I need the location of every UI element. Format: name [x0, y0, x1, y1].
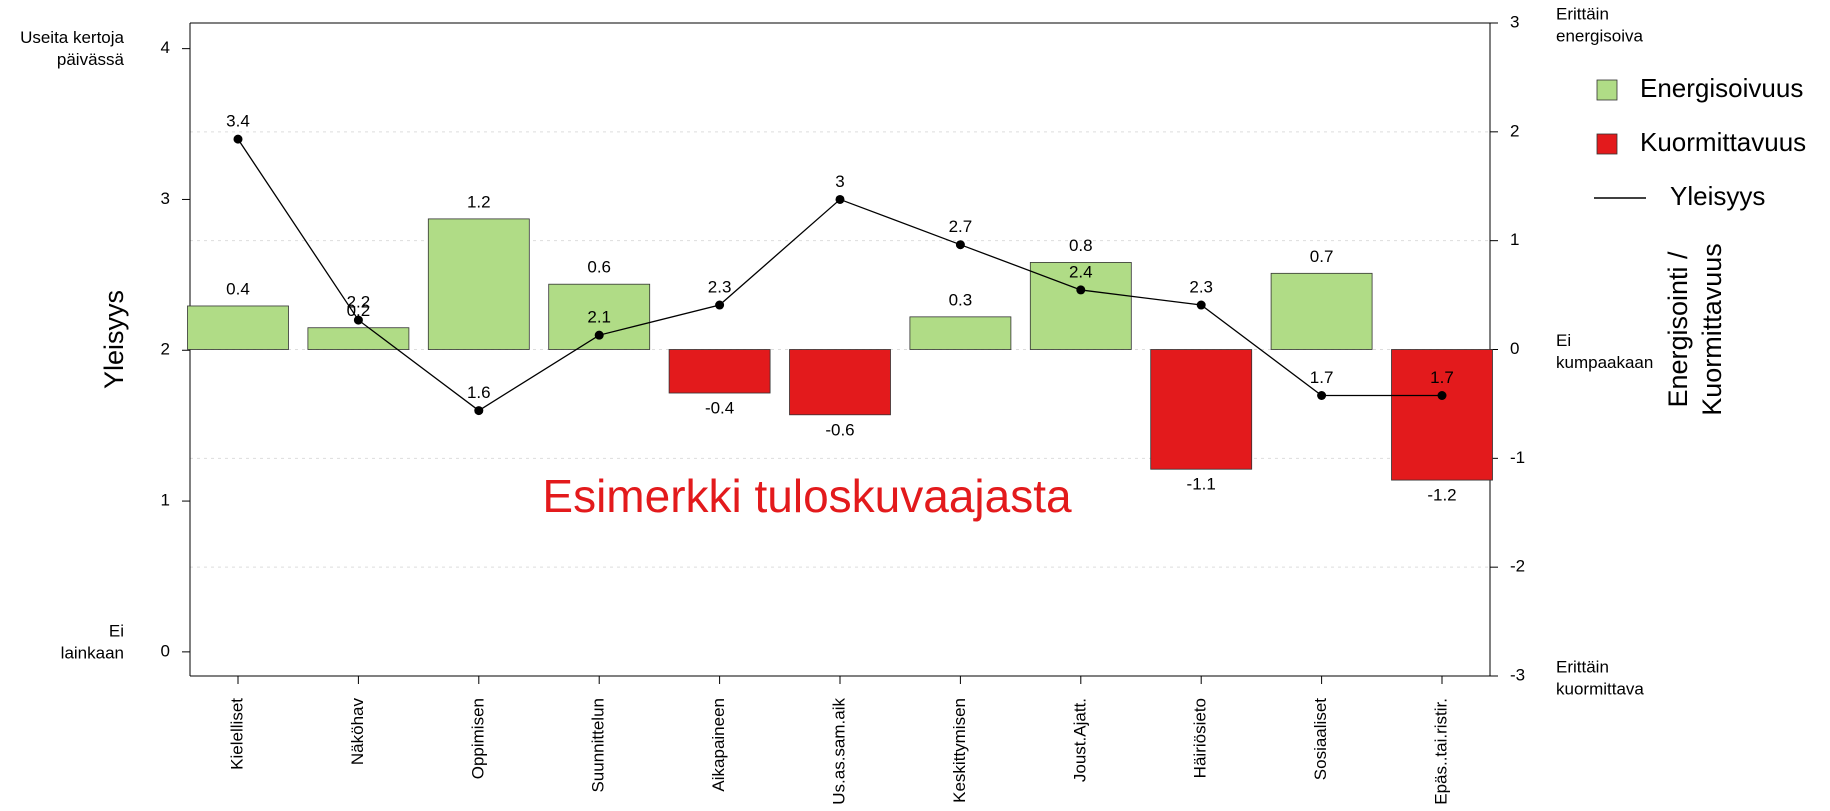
bar [1150, 349, 1253, 470]
y-label: Yleisyys [99, 290, 129, 389]
line-value-label: 3.4 [226, 112, 250, 131]
bar-value-label: -1.2 [1427, 486, 1456, 505]
x-tick-label: Kielelliset [227, 698, 246, 770]
x-tick-label: Sosiaaliset [1311, 698, 1330, 780]
y2-tick-label: 0 [1510, 339, 1519, 358]
line-value-label: 2.1 [587, 308, 611, 327]
x-tick-label: Joust.Ajatt. [1070, 698, 1089, 782]
legend-label: Yleisyys [1670, 181, 1765, 211]
line-point [1196, 300, 1206, 310]
y2-annotation: Erittäin [1556, 4, 1609, 23]
line-value-label: 2.3 [708, 277, 732, 296]
bar-value-label: 0.7 [1310, 247, 1334, 266]
line-value-label: 2.3 [1189, 277, 1213, 296]
line-point [715, 300, 725, 310]
y-tick-label: 4 [161, 38, 170, 57]
y2-tick-label: 1 [1510, 230, 1519, 249]
y2-tick-label: 3 [1510, 12, 1519, 31]
y-annotation: lainkaan [61, 643, 124, 662]
line-value-label: 3 [835, 172, 844, 191]
y2-tick-label: -3 [1510, 665, 1525, 684]
line-point [594, 330, 604, 340]
x-tick-label: Suunnittelun [589, 698, 608, 793]
bar [307, 327, 410, 350]
y-annotation: Useita kertoja [20, 28, 124, 47]
y2-label: Kuormittavuus [1697, 243, 1727, 416]
x-tick-label: Epäs..tai.ristir. [1431, 698, 1450, 805]
y2-annotation: Ei [1556, 331, 1571, 350]
bar [909, 316, 1012, 350]
y2-annotation: kumpaakaan [1556, 353, 1653, 372]
y2-tick-label: -2 [1510, 557, 1525, 576]
bar-value-label: 1.2 [467, 192, 491, 211]
y-tick-label: 0 [161, 641, 170, 660]
bar-value-label: -0.4 [705, 399, 734, 418]
legend-label: Energisoivuus [1640, 73, 1803, 103]
legend-swatch [1596, 133, 1618, 155]
x-tick-label: Aikapaineen [709, 698, 728, 792]
line-value-label: 2.4 [1069, 262, 1093, 281]
bar-value-label: 0.8 [1069, 236, 1093, 255]
y2-tick-label: 2 [1510, 121, 1519, 140]
line-value-label: 1.7 [1310, 368, 1334, 387]
line-value-label: 1.7 [1430, 368, 1454, 387]
y-tick-label: 1 [161, 491, 170, 510]
bar [1391, 349, 1493, 481]
y-tick-label: 3 [161, 189, 170, 208]
y2-annotation: kuormittava [1556, 679, 1644, 698]
bar [668, 349, 771, 394]
bar [789, 349, 891, 416]
watermark: Esimerkki tuloskuvaajasta [542, 470, 1072, 522]
x-tick-label: Näköhav [348, 698, 367, 766]
bar-value-label: -0.6 [825, 420, 854, 439]
bar [1270, 272, 1373, 350]
line-point [835, 194, 845, 204]
bar-value-label: 0.2 [347, 301, 371, 320]
bar [187, 305, 289, 350]
y-annotation: päivässä [57, 50, 125, 69]
line-value-label: 2.2 [347, 293, 371, 312]
bar-value-label: 0.4 [226, 279, 250, 298]
y-tick-label: 2 [161, 340, 170, 359]
x-tick-label: Häiriösieto [1191, 698, 1210, 778]
y-annotation: Ei [109, 621, 124, 640]
x-tick-label: Keskittymisen [950, 698, 969, 803]
y2-tick-label: -1 [1510, 448, 1525, 467]
line-point [1076, 285, 1086, 295]
line-value-label: 1.6 [467, 383, 491, 402]
legend-label: Kuormittavuus [1640, 127, 1806, 157]
bar [427, 218, 530, 350]
bar-value-label: 0.3 [949, 290, 973, 309]
bar-value-label: 0.6 [587, 258, 611, 277]
line-point [1437, 390, 1447, 400]
y2-annotation: energisoiva [1556, 26, 1643, 45]
bar-value-label: -1.1 [1187, 475, 1216, 494]
line-point [474, 406, 484, 416]
y2-annotation: Erittäin [1556, 657, 1609, 676]
line-point [1317, 390, 1327, 400]
y2-label: Energisointi / [1663, 251, 1693, 408]
x-tick-label: Oppimisen [468, 698, 487, 779]
x-tick-label: Us.as.sam.aik [829, 698, 848, 805]
line-point [233, 134, 243, 144]
line-value-label: 2.7 [949, 217, 973, 236]
line-point [353, 315, 363, 325]
legend-swatch [1596, 79, 1618, 101]
line-point [955, 240, 965, 250]
